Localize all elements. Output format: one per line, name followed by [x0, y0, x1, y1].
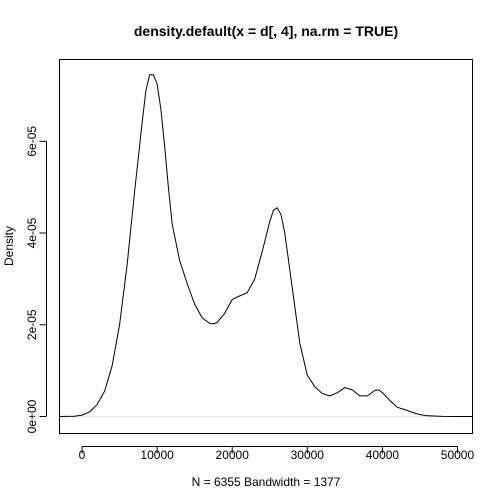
- y-tick-label: 2e-05: [25, 309, 39, 340]
- x-axis-label: N = 6355 Bandwidth = 1377: [192, 475, 341, 489]
- y-axis: 0e+00 2e-05 4e-05 6e-05: [25, 126, 47, 433]
- chart-title: density.default(x = d[, 4], na.rm = TRUE…: [134, 23, 398, 39]
- y-axis-label: Density: [2, 226, 16, 266]
- y-tick-label: 4e-05: [25, 217, 39, 248]
- plot-frame: [59, 59, 473, 434]
- y-tick-label: 0e+00: [25, 399, 39, 433]
- y-tick-label: 6e-05: [25, 126, 39, 157]
- x-tick-label: 30000: [291, 448, 325, 462]
- density-curve: [59, 74, 473, 417]
- x-tick-label: 10000: [140, 448, 174, 462]
- x-axis: 0 10000 20000 30000 40000 50000: [79, 446, 475, 462]
- x-tick-label: 0: [79, 448, 86, 462]
- x-tick-label: 20000: [216, 448, 250, 462]
- x-tick-label: 50000: [441, 448, 475, 462]
- x-tick-label: 40000: [366, 448, 400, 462]
